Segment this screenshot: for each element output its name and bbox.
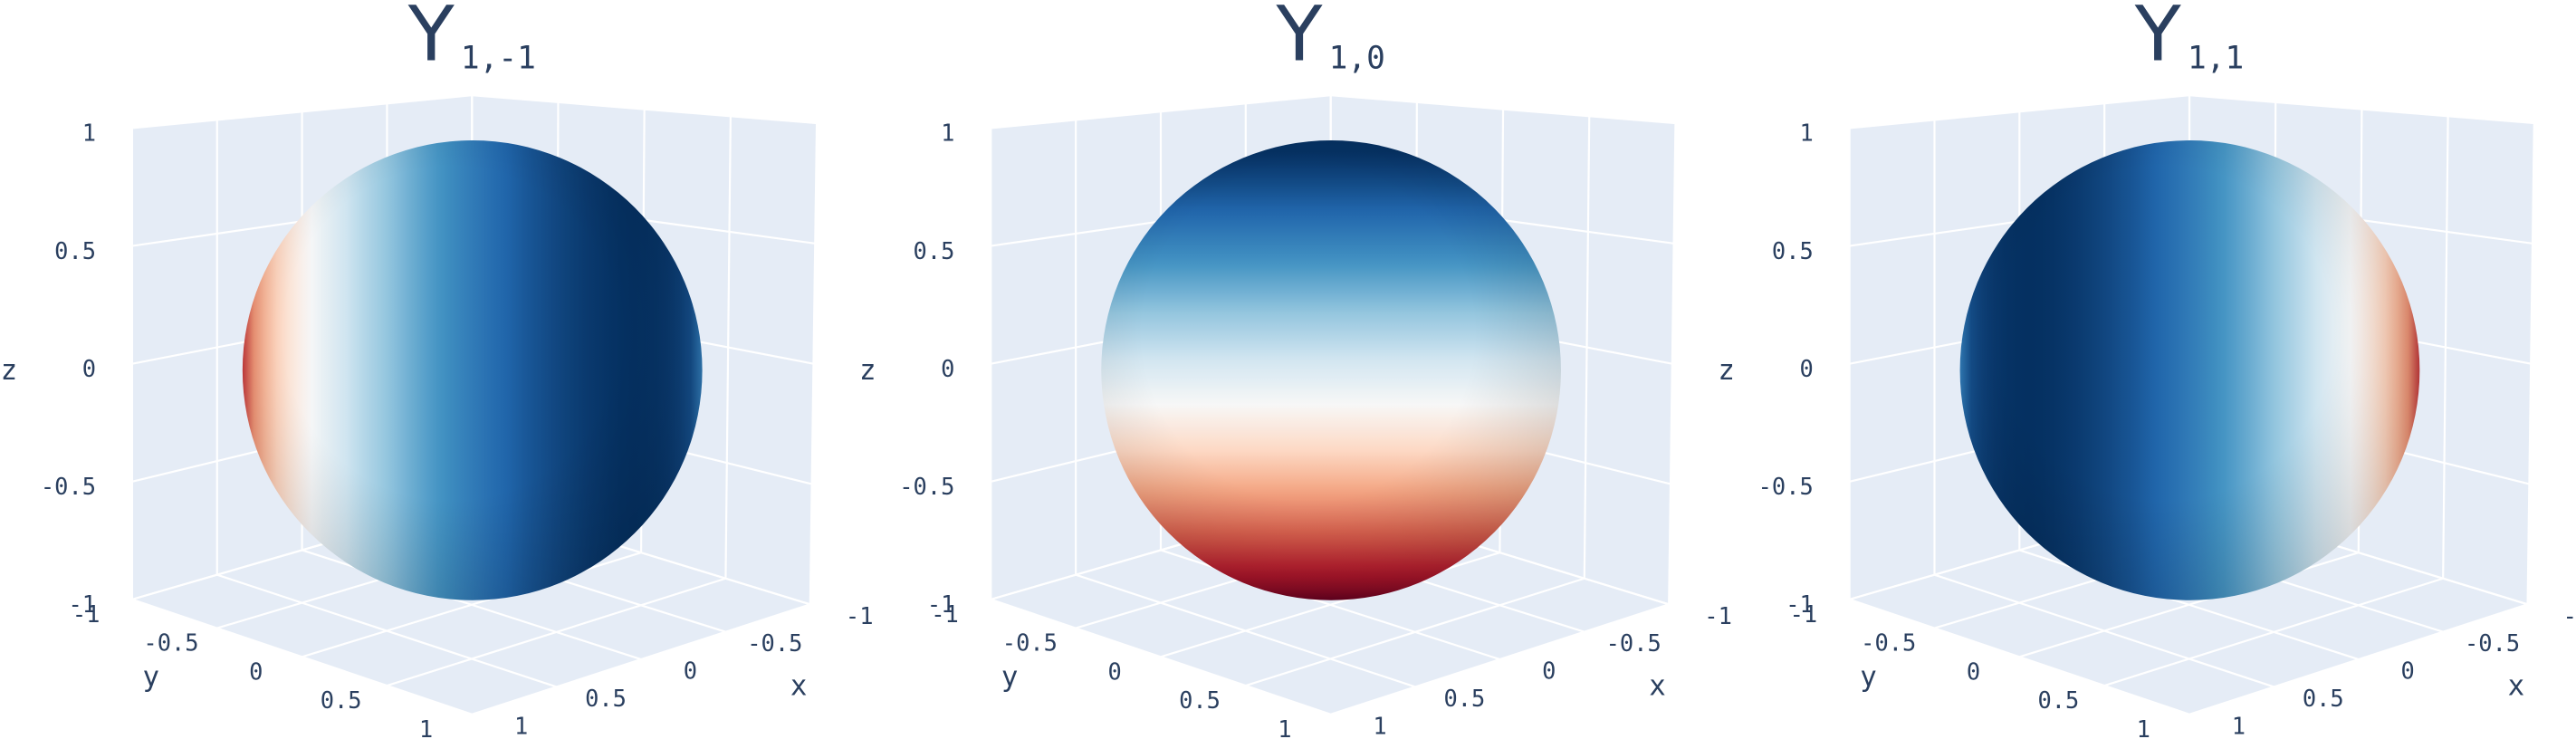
- x-tick-label: 1: [2232, 712, 2246, 739]
- grid-line: [2103, 577, 2444, 687]
- x-axis-label: x: [1649, 669, 1666, 702]
- y-tick-label: 1: [419, 715, 433, 739]
- y-tick-label: -1: [72, 600, 101, 628]
- z-tick-label: -1: [68, 590, 96, 618]
- x-tick-label: -1: [846, 602, 874, 629]
- z-tick-label: 1: [1799, 120, 1813, 147]
- grid-line: [131, 94, 473, 130]
- surface-shading: [1959, 140, 2420, 600]
- floor: [1849, 501, 2528, 715]
- chart-title: Y 1,-1: [407, 0, 536, 78]
- z-tick-label: -0.5: [41, 473, 96, 500]
- grid-line: [1330, 603, 1670, 715]
- z-tick-label: 0.5: [54, 237, 96, 264]
- z-axis-label: z: [1, 354, 18, 387]
- grid-line: [1330, 94, 1676, 125]
- x-tick-label: 1: [514, 712, 528, 739]
- grid-line: [991, 94, 1331, 130]
- subplot: -1 -0.5 0 0.5 1 -1 -0.5 0 0.5 1 -1 -0.5 0 0.5 1 x y z Y 1,0: [859, 0, 1732, 739]
- title-main: Y: [1275, 0, 1323, 78]
- y-tick-label: -1: [1790, 600, 1818, 628]
- title-subscript: 1,-1: [461, 40, 536, 76]
- y-tick-label: -1: [931, 600, 959, 628]
- y-tick-label: 0: [1108, 657, 1122, 685]
- x-tick-label: 0: [2401, 657, 2415, 685]
- grid-line: [1849, 94, 2190, 130]
- x-tick-label: 0: [684, 657, 697, 685]
- z-tick-label: -0.5: [1758, 473, 1814, 500]
- grid-line: [472, 94, 818, 125]
- x-tick-label: -0.5: [1606, 629, 1661, 657]
- z-tick-label: -0.5: [899, 473, 954, 500]
- y-axis-label: y: [1860, 660, 1877, 693]
- grid-line: [2188, 603, 2528, 715]
- y-tick-label: 0.5: [321, 686, 362, 714]
- y-tick-label: 0: [249, 657, 263, 685]
- grid-line: [1245, 577, 1585, 687]
- x-tick-label: -1: [1704, 602, 1732, 629]
- grid-line: [471, 603, 811, 715]
- z-axis-label: z: [1718, 354, 1735, 387]
- title-subscript: 1,0: [1329, 40, 1385, 76]
- y-axis-label: y: [142, 660, 159, 693]
- y-axis-label: y: [1001, 660, 1019, 693]
- x-tick-label: 0: [1542, 657, 1556, 685]
- y-tick-label: 0: [1967, 657, 1980, 685]
- title-subscript: 1,1: [2188, 40, 2244, 76]
- y-tick-label: 1: [1278, 715, 1291, 739]
- z-axis-label: z: [859, 354, 876, 387]
- y-tick-label: 0.5: [2037, 686, 2079, 714]
- y-tick-label: -0.5: [1002, 629, 1058, 657]
- x-axis-label: x: [790, 669, 808, 702]
- floor: [131, 501, 810, 715]
- x-tick-label: 0.5: [2303, 685, 2344, 712]
- x-tick-label: 0.5: [585, 685, 627, 712]
- z-tick-label: -1: [1786, 590, 1814, 618]
- x-axis-label: x: [2508, 669, 2525, 702]
- y-tick-label: 0.5: [1179, 686, 1221, 714]
- title-main: Y: [2134, 0, 2182, 78]
- y-tick-label: -0.5: [143, 629, 198, 657]
- surface-shading: [242, 140, 703, 600]
- subplot: -1 -0.5 0 0.5 1 -1 -0.5 0 0.5 1 -1 -0.5 0 0.5 1 x y z Y 1,-…: [1, 0, 874, 739]
- z-tick-label: 0.5: [1772, 237, 1814, 264]
- y-tick-label: -0.5: [1861, 629, 1916, 657]
- x-tick-label: 1: [1373, 712, 1386, 739]
- surface-shading: [1101, 140, 1561, 600]
- chart-title: Y 1,0: [1275, 0, 1384, 78]
- x-tick-label: 0.5: [1444, 685, 1486, 712]
- z-tick-label: 0: [941, 355, 954, 382]
- grid-line: [2188, 94, 2534, 125]
- z-tick-label: 1: [941, 120, 954, 147]
- x-tick-label: -1: [2563, 602, 2576, 629]
- floor: [991, 501, 1670, 715]
- subplot: -1 -0.5 0 0.5 1 -1 -0.5 0 0.5 1 -1 -0.5 0 0.5 1 x y z Y1,1: [1718, 0, 2576, 739]
- z-tick-label: 0.5: [914, 237, 955, 264]
- z-tick-label: 0: [1799, 355, 1813, 382]
- z-tick-label: -1: [927, 590, 955, 618]
- z-tick-label: 0: [82, 355, 96, 382]
- x-tick-label: -0.5: [2465, 629, 2520, 657]
- title-main: Y: [407, 0, 455, 78]
- y-tick-label: 1: [2137, 715, 2150, 739]
- chart-title: Y 1,1: [2134, 0, 2244, 78]
- z-tick-label: 1: [82, 120, 96, 147]
- grid-line: [387, 577, 726, 687]
- x-tick-label: -0.5: [747, 629, 802, 657]
